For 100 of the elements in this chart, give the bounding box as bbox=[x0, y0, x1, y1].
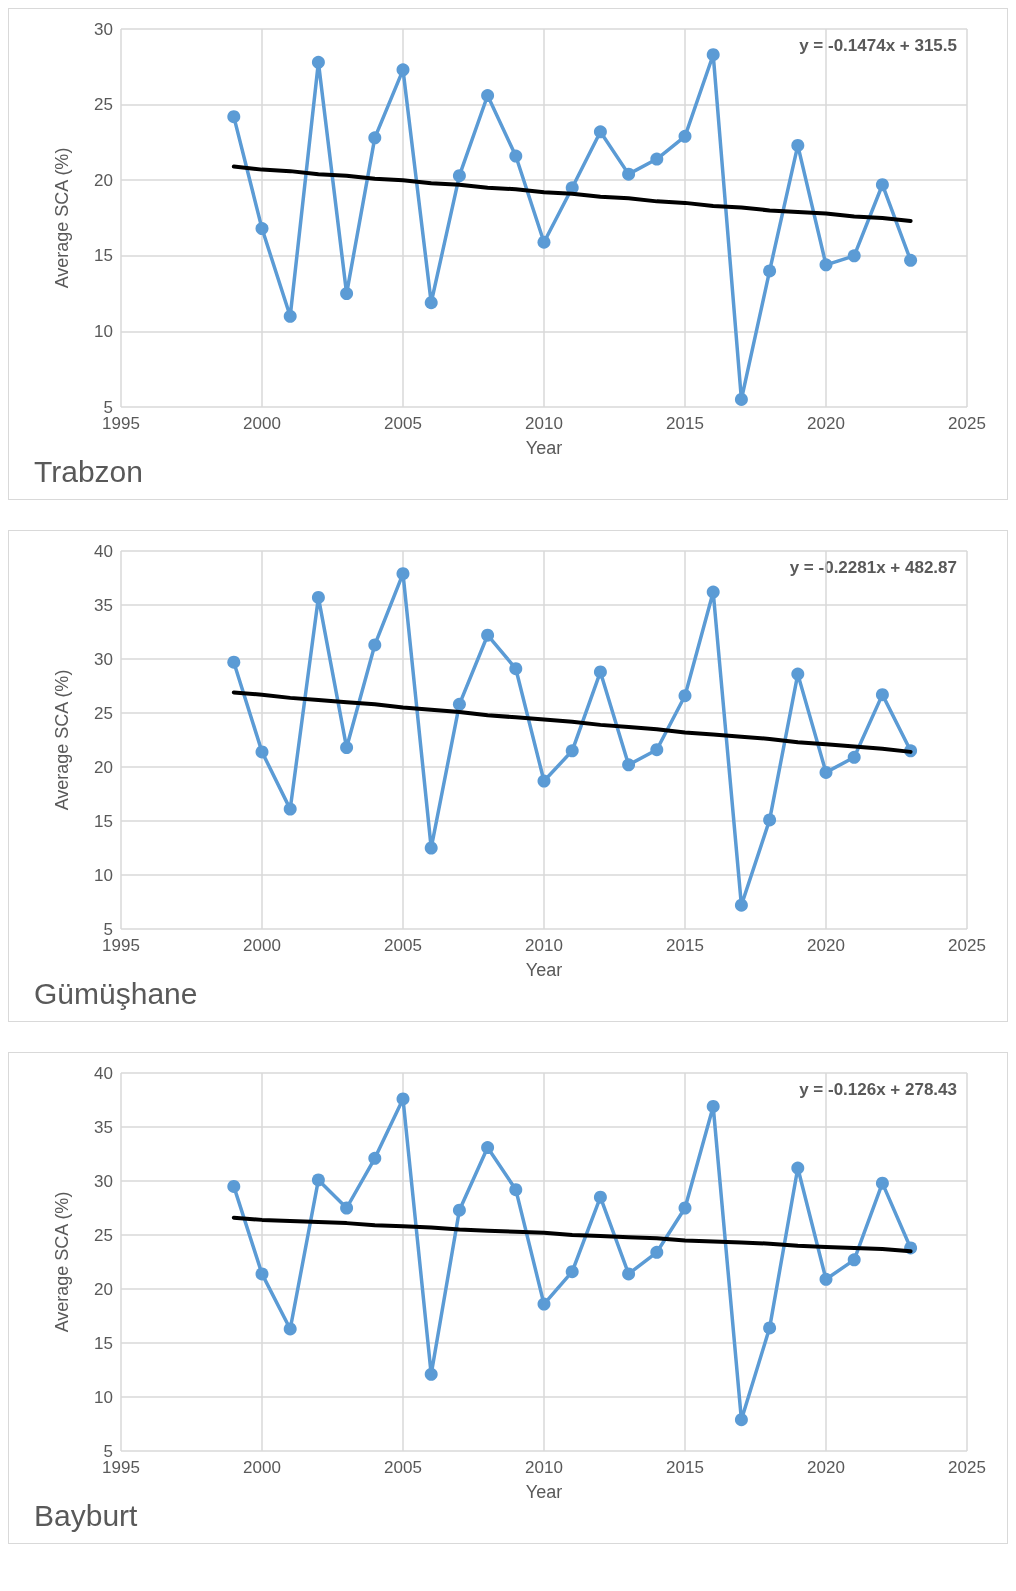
x-axis-title: Year bbox=[525, 960, 563, 980]
annotation: y = -0.2281x + 482.87 bbox=[789, 558, 957, 577]
point bbox=[875, 688, 889, 702]
y-tick-label: 15 bbox=[94, 811, 113, 831]
point bbox=[255, 222, 269, 236]
y-tick-label: 15 bbox=[94, 1333, 113, 1353]
y-tick-label: 35 bbox=[94, 1117, 113, 1137]
y-tick-label: 10 bbox=[94, 1387, 113, 1407]
point bbox=[565, 1265, 579, 1279]
point bbox=[847, 750, 861, 764]
point bbox=[819, 1272, 833, 1286]
y-tick-label: 25 bbox=[94, 703, 113, 723]
y-tick-label: 5 bbox=[103, 919, 113, 939]
y-tick-label: 25 bbox=[94, 95, 113, 115]
x-tick-label: 2010 bbox=[525, 414, 563, 433]
x-tick-label: 2025 bbox=[948, 414, 986, 433]
x-tick-label: 1995 bbox=[102, 1458, 140, 1477]
point bbox=[396, 1092, 410, 1106]
x-tick-label: 2020 bbox=[807, 936, 845, 955]
point bbox=[763, 1321, 777, 1335]
x-tick-label: 2005 bbox=[384, 1458, 422, 1477]
x-tick-label: 2020 bbox=[807, 1458, 845, 1477]
point bbox=[537, 774, 551, 788]
point bbox=[340, 741, 354, 755]
point bbox=[650, 743, 664, 757]
x-tick-label: 2015 bbox=[666, 1458, 704, 1477]
y-tick-label: 40 bbox=[94, 541, 113, 561]
point bbox=[706, 585, 720, 599]
x-tick-label: 2010 bbox=[525, 936, 563, 955]
y-axis-title: Average SCA (%) bbox=[52, 669, 72, 811]
point bbox=[452, 1203, 466, 1217]
text: Trabzon bbox=[34, 454, 143, 488]
y-tick-label: 10 bbox=[94, 865, 113, 885]
point bbox=[763, 264, 777, 278]
point bbox=[819, 765, 833, 779]
point bbox=[678, 129, 692, 143]
y-tick-label: 25 bbox=[94, 1225, 113, 1245]
y-tick-label: 5 bbox=[103, 397, 113, 417]
y-tick-label: 40 bbox=[94, 1063, 113, 1083]
y-tick-label: 20 bbox=[94, 757, 113, 777]
point bbox=[791, 1161, 805, 1175]
point bbox=[227, 655, 241, 669]
point bbox=[537, 1297, 551, 1311]
y-tick-label: 15 bbox=[94, 246, 113, 266]
point bbox=[706, 48, 720, 62]
x-tick-label: 2005 bbox=[384, 414, 422, 433]
x-tick-label: 2000 bbox=[243, 1458, 281, 1477]
x-tick-label: 2015 bbox=[666, 936, 704, 955]
x-tick-label: 1995 bbox=[102, 414, 140, 433]
point bbox=[340, 287, 354, 301]
point bbox=[340, 1201, 354, 1215]
point bbox=[424, 296, 438, 310]
point bbox=[791, 138, 805, 152]
y-tick-label: 30 bbox=[94, 1171, 113, 1191]
point bbox=[283, 1322, 297, 1336]
y-tick-label: 10 bbox=[94, 321, 113, 341]
point bbox=[509, 1183, 523, 1197]
point bbox=[311, 590, 325, 604]
y-tick-label: 5 bbox=[103, 1441, 113, 1461]
point bbox=[847, 249, 861, 263]
point bbox=[452, 697, 466, 711]
annotation: y = -0.1474x + 315.5 bbox=[799, 36, 957, 55]
point bbox=[593, 1190, 607, 1204]
point bbox=[283, 802, 297, 816]
x-tick-label: 2020 bbox=[807, 414, 845, 433]
point bbox=[678, 1201, 692, 1215]
point bbox=[678, 689, 692, 703]
annotation: y = -0.126x + 278.43 bbox=[799, 1080, 957, 1099]
x-axis-title: Year bbox=[525, 438, 563, 458]
point bbox=[311, 55, 325, 69]
point bbox=[706, 1099, 720, 1113]
x-tick-label: 2005 bbox=[384, 936, 422, 955]
point bbox=[734, 392, 748, 406]
x-tick-label: 2000 bbox=[243, 936, 281, 955]
point bbox=[368, 1151, 382, 1165]
x-tick-label: 1995 bbox=[102, 936, 140, 955]
point bbox=[227, 110, 241, 124]
point bbox=[734, 898, 748, 912]
point bbox=[847, 1253, 861, 1267]
point bbox=[650, 1245, 664, 1259]
point bbox=[368, 131, 382, 145]
point bbox=[593, 125, 607, 139]
point bbox=[396, 63, 410, 77]
point bbox=[255, 745, 269, 759]
point bbox=[622, 1267, 636, 1281]
x-tick-label: 2000 bbox=[243, 414, 281, 433]
point bbox=[481, 89, 495, 103]
point bbox=[311, 1173, 325, 1187]
point bbox=[593, 665, 607, 679]
point bbox=[622, 758, 636, 772]
y-axis-title: Average SCA (%) bbox=[52, 147, 72, 289]
text: Gümüşhane bbox=[34, 976, 198, 1010]
point bbox=[255, 1267, 269, 1281]
y-tick-label: 30 bbox=[94, 649, 113, 669]
point bbox=[481, 1141, 495, 1155]
point bbox=[537, 235, 551, 249]
point bbox=[734, 1413, 748, 1427]
x-tick-label: 2025 bbox=[948, 936, 986, 955]
point bbox=[819, 258, 833, 272]
y-tick-label: 20 bbox=[94, 1279, 113, 1299]
